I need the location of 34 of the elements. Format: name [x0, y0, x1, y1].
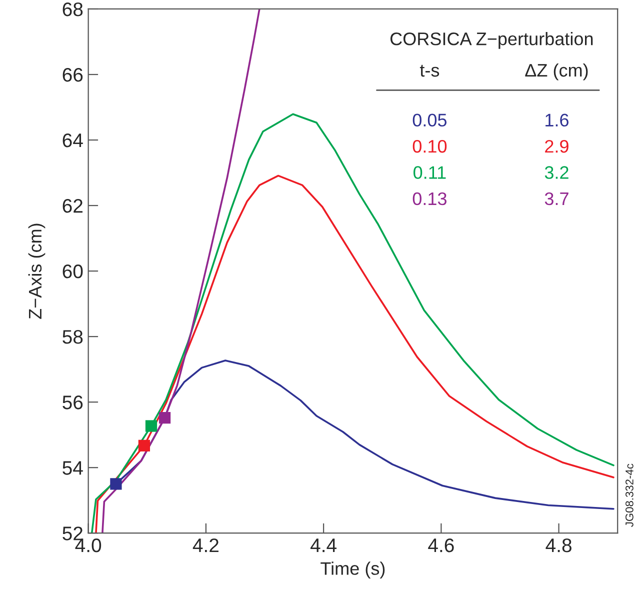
- line-series: [90, 113, 614, 534]
- line-series: [102, 8, 260, 534]
- text: JG08.332-4c: [626, 464, 634, 527]
- x-tick-label: 4.0: [75, 538, 102, 552]
- y-tick-label: 58: [62, 330, 83, 344]
- y-axis-title: Z−Axis (cm): [28, 224, 46, 319]
- y-tick-label: 56: [62, 396, 83, 410]
- text: 0.10: [412, 140, 447, 153]
- y-tick-label: 52: [62, 526, 82, 540]
- y-tick-label: 66: [62, 68, 83, 82]
- annotation: t-s: [420, 64, 440, 77]
- legend-title: CORSICA Z−perturbation: [390, 32, 593, 49]
- x-tick-label: 4.6: [428, 538, 454, 552]
- y-tick-label: 54: [62, 461, 83, 475]
- point: [138, 440, 150, 452]
- text: 0.11: [414, 166, 446, 179]
- annotation: 1.6: [546, 114, 568, 127]
- point: [145, 420, 158, 432]
- y-tick-label: 68: [62, 2, 83, 16]
- annotation: 3.2: [544, 166, 568, 179]
- text: 0.05: [412, 114, 447, 127]
- y-tick-label: 64: [62, 133, 83, 148]
- annotation: 2.9: [545, 140, 568, 153]
- point: [110, 478, 122, 490]
- annotation: 3.7: [544, 192, 568, 206]
- y-tick-label: 60: [62, 264, 83, 278]
- x-tick-label: 4.2: [192, 538, 218, 552]
- text: 0.13: [412, 192, 446, 206]
- x-tick-label: 4.8: [546, 538, 572, 552]
- x-tick-label: 4.4: [310, 538, 337, 552]
- y-tick-label: 62: [62, 199, 82, 213]
- x-axis-title: Time (s): [320, 562, 385, 578]
- point: [158, 412, 171, 424]
- annotation: ΔZ (cm): [525, 63, 588, 80]
